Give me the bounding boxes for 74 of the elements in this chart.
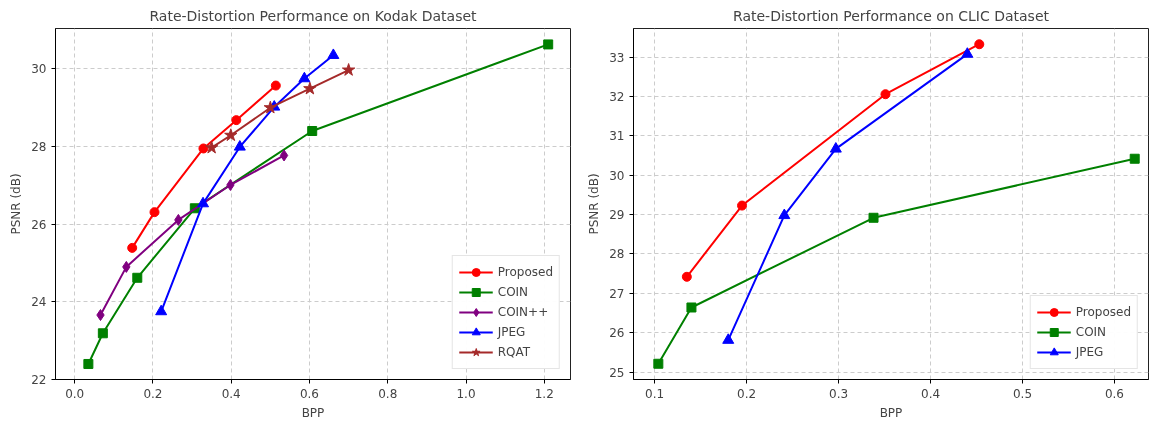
legend-label: COIN	[1075, 325, 1107, 339]
x-tick-label: 0.6	[299, 386, 320, 401]
x-tick-label: 0.0	[65, 386, 85, 401]
legend-label: RQAT	[497, 345, 531, 359]
y-tick-label: 31	[609, 129, 625, 144]
x-tick-label: 0.5	[1012, 386, 1033, 401]
x-tick-label: 0.2	[143, 386, 163, 401]
y-tick-label: 33	[609, 50, 625, 65]
point	[263, 100, 278, 114]
y-tick-label: 30	[609, 168, 625, 183]
point	[303, 81, 317, 95]
point	[868, 212, 879, 223]
y-tick-label: 29	[609, 208, 625, 223]
legend-label: JPEG	[497, 325, 526, 339]
legend-label: Proposed	[1075, 305, 1131, 319]
point	[880, 89, 891, 100]
legend-label: COIN	[497, 285, 529, 299]
point	[270, 80, 281, 91]
y-tick-label: 32	[609, 90, 625, 105]
point	[327, 48, 340, 59]
point	[722, 333, 735, 344]
point	[233, 140, 246, 151]
chart-title: Rate-Distortion Performance on CLIC Dataset	[733, 7, 1050, 24]
y-axis-title: PSNR (dB)	[587, 173, 602, 235]
point	[1129, 153, 1140, 164]
x-axis-title: BPP	[301, 405, 325, 420]
x-tick-label: 0.6	[1104, 386, 1125, 401]
x-tick-label: 0.4	[921, 386, 941, 401]
point	[149, 207, 160, 218]
point	[543, 39, 554, 50]
x-tick-label: 0.1	[645, 386, 665, 401]
point	[132, 272, 143, 283]
legend-label: JPEG	[1075, 345, 1104, 359]
point	[829, 142, 842, 153]
y-tick-label: 27	[609, 286, 625, 301]
point	[681, 271, 692, 282]
y-tick-label: 24	[31, 295, 47, 310]
x-tick-label: 0.8	[378, 386, 398, 401]
point	[737, 200, 748, 211]
point	[653, 358, 664, 369]
x-axis-title: BPP	[879, 405, 903, 420]
x-tick-label: 0.2	[737, 386, 757, 401]
point	[127, 242, 138, 253]
point	[224, 128, 238, 142]
point	[197, 196, 210, 208]
y-axis-title: PSNR (dB)	[9, 173, 24, 235]
y-tick-label: 26	[31, 217, 47, 232]
chart-title: Rate-Distortion Performance on Kodak Dataset	[149, 7, 478, 24]
point	[298, 71, 311, 83]
legend-label: COIN++	[497, 305, 549, 319]
point	[778, 208, 791, 220]
point	[974, 39, 985, 50]
x-tick-label: 1.0	[456, 386, 476, 401]
x-tick-label: 1.2	[534, 386, 554, 401]
point	[961, 47, 974, 58]
point	[279, 149, 289, 162]
point	[198, 143, 209, 154]
point	[83, 358, 94, 369]
y-tick-label: 25	[609, 365, 625, 380]
legend-label: Proposed	[497, 265, 553, 279]
point	[231, 115, 242, 126]
x-tick-label: 0.3	[829, 386, 849, 401]
y-tick-label: 22	[31, 373, 47, 387]
point	[686, 302, 697, 313]
point	[204, 140, 219, 154]
point	[155, 304, 168, 316]
point	[307, 126, 318, 136]
y-tick-label: 26	[609, 326, 625, 341]
point	[341, 63, 356, 76]
y-tick-label: 30	[31, 62, 47, 77]
y-tick-label: 28	[609, 247, 625, 262]
y-tick-label: 28	[31, 140, 47, 155]
x-tick-label: 0.4	[221, 386, 241, 401]
point	[97, 328, 108, 339]
